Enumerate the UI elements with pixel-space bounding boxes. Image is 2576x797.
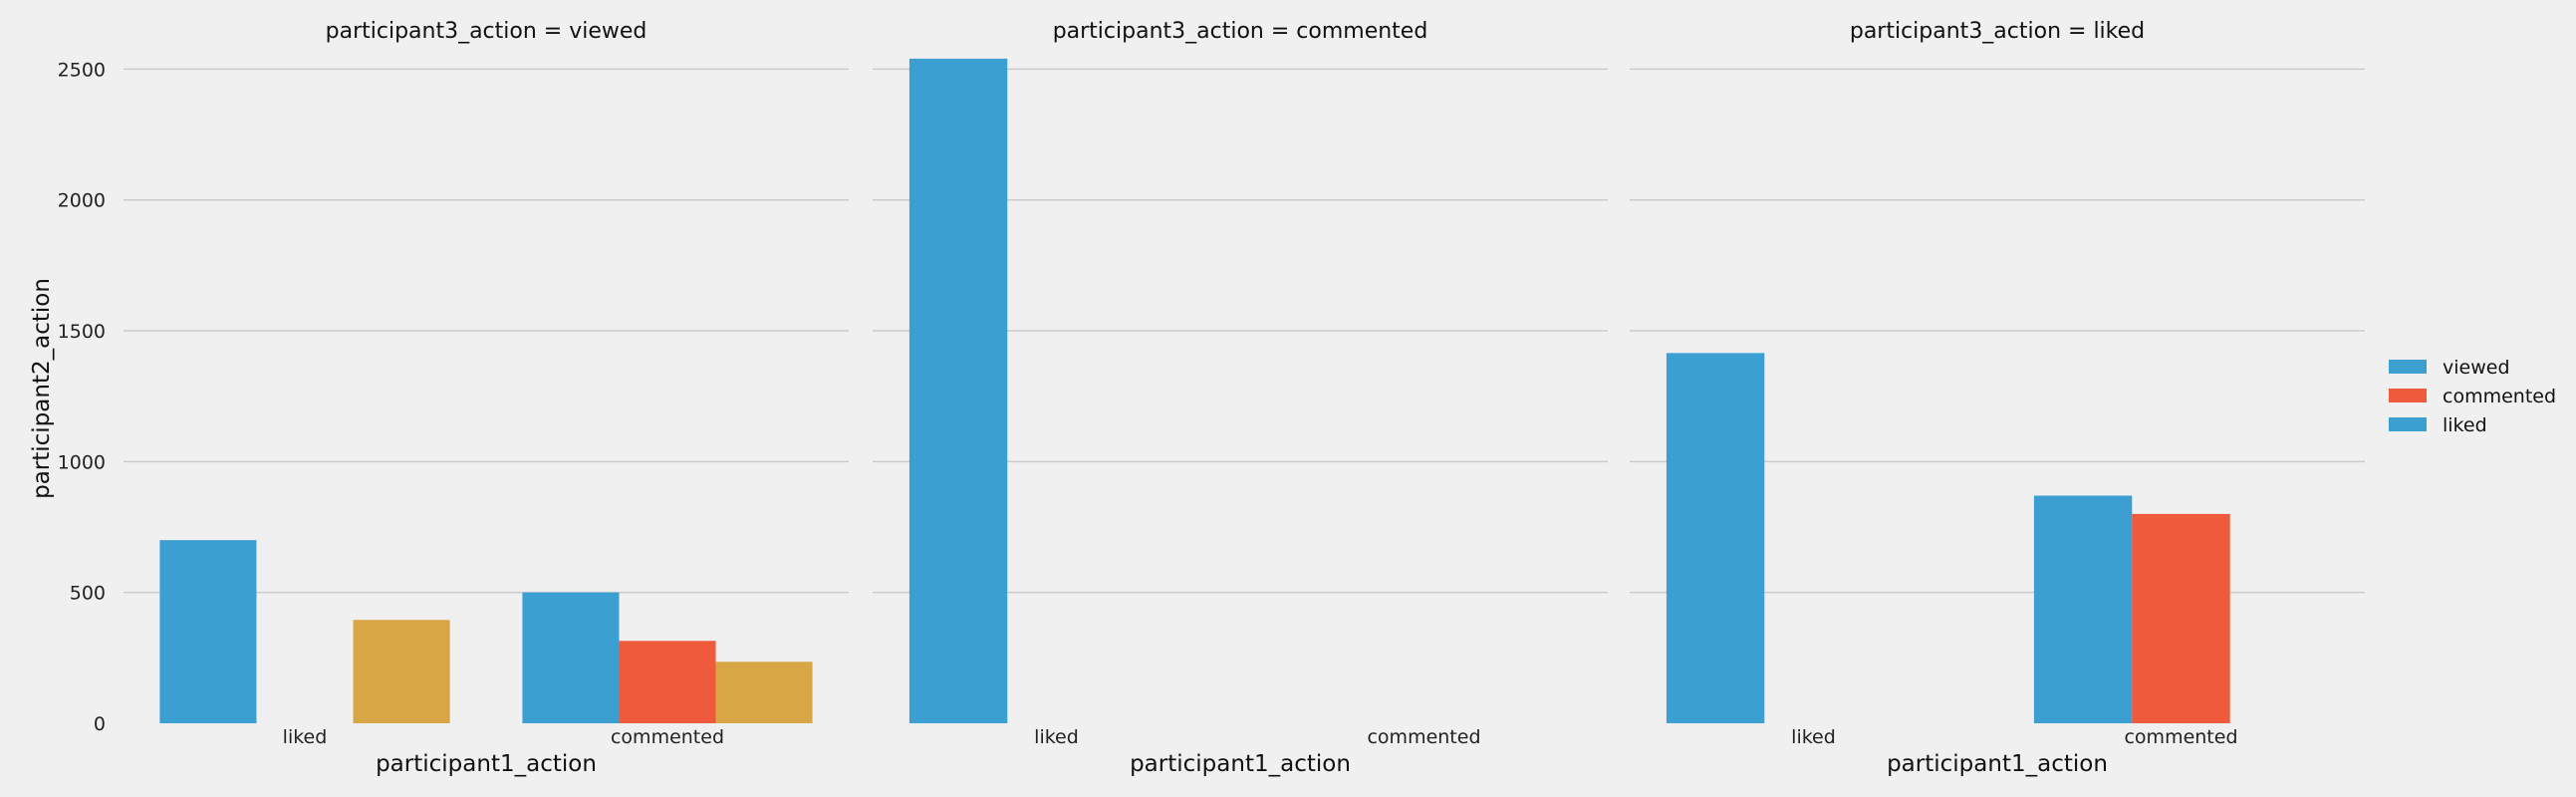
y-tick-label: 2000 xyxy=(58,190,106,212)
bar xyxy=(715,662,813,723)
bar xyxy=(619,641,716,723)
x-axis-label: participant1_action xyxy=(1887,751,2108,777)
bar xyxy=(1666,353,1765,723)
x-axis-label: participant1_action xyxy=(376,751,597,777)
x-tick-label: liked xyxy=(1791,726,1836,748)
x-tick-label: liked xyxy=(283,726,328,748)
y-axis-label: participant2_action xyxy=(29,278,55,499)
legend-swatch xyxy=(2389,389,2427,402)
facet-title: participant3_action = commented xyxy=(1053,19,1428,44)
bar xyxy=(522,592,620,723)
y-tick-label: 1500 xyxy=(58,321,106,343)
x-tick-label: liked xyxy=(1034,726,1079,748)
y-tick-label: 500 xyxy=(70,583,106,605)
facet-title: participant3_action = viewed xyxy=(326,19,647,44)
y-tick-label: 2500 xyxy=(58,59,106,81)
legend-swatch xyxy=(2389,417,2427,431)
y-tick-label: 1000 xyxy=(58,451,106,473)
bar xyxy=(2132,513,2230,723)
bar xyxy=(908,58,1008,724)
bar xyxy=(2033,495,2133,723)
x-tick-label: commented xyxy=(611,726,724,748)
bar xyxy=(353,620,450,723)
x-axis-label: participant1_action xyxy=(1130,751,1351,777)
x-tick-label: commented xyxy=(1367,726,1480,748)
legend-label: viewed xyxy=(2443,357,2510,379)
x-tick-label: commented xyxy=(2124,726,2237,748)
y-tick-label: 0 xyxy=(94,713,106,735)
bar xyxy=(159,540,257,723)
legend-label: commented xyxy=(2443,386,2556,407)
legend-label: liked xyxy=(2443,414,2487,436)
facet-title: participant3_action = liked xyxy=(1850,19,2145,44)
legend-swatch xyxy=(2389,360,2427,374)
